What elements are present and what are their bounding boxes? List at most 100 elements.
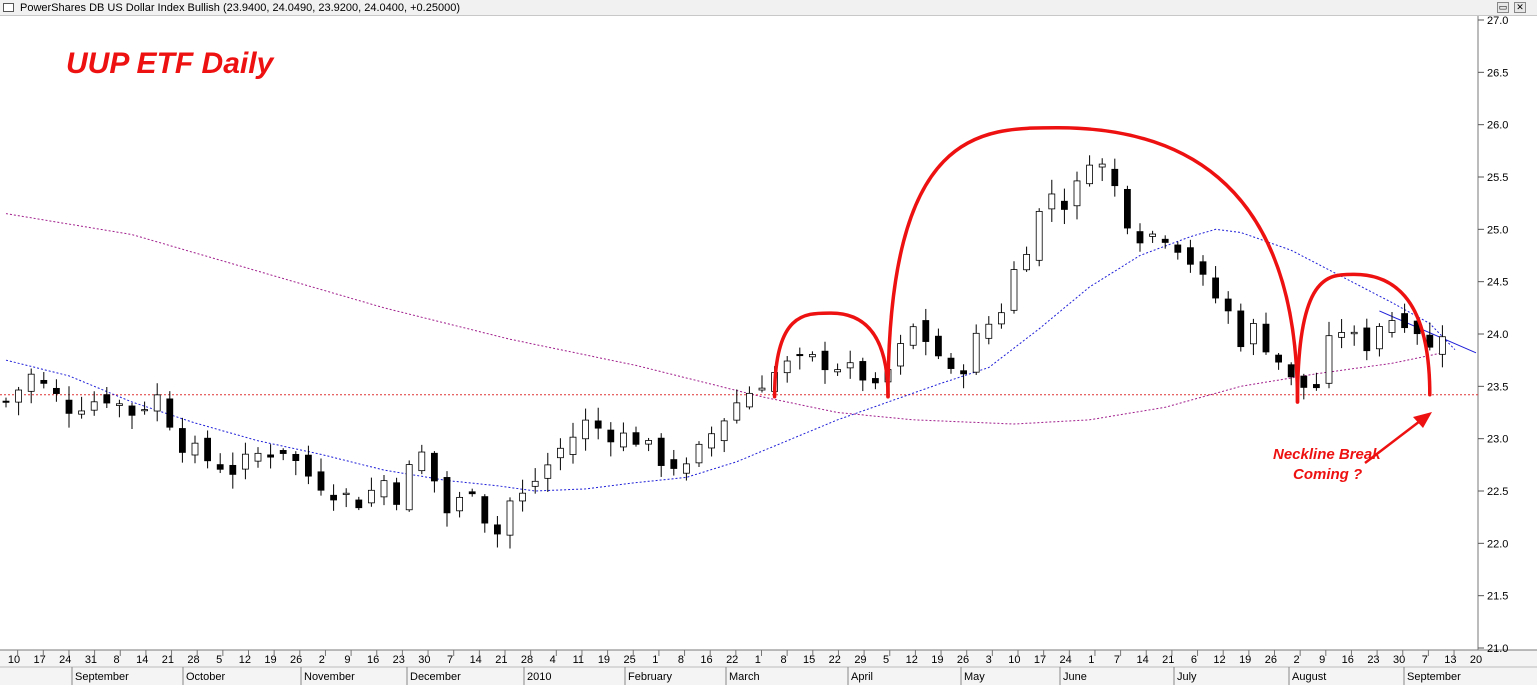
candle: [178, 417, 186, 463]
candle: [758, 375, 766, 393]
candle: [1426, 322, 1434, 351]
candle: [834, 363, 841, 376]
x-tick-label: 23: [393, 654, 405, 666]
candle: [1187, 239, 1194, 273]
candle: [380, 475, 388, 506]
x-tick-label: 1: [1088, 654, 1094, 666]
candle: [859, 357, 867, 392]
candle: [809, 351, 816, 362]
month-label: December: [410, 671, 461, 683]
candle: [292, 451, 300, 476]
candle: [632, 426, 640, 447]
month-label: April: [851, 671, 873, 683]
y-tick-label: 22.0: [1487, 538, 1508, 550]
candle: [267, 444, 275, 469]
candle: [191, 435, 199, 464]
candle: [922, 308, 930, 356]
x-tick-label: 16: [1342, 654, 1354, 666]
candle: [909, 323, 917, 350]
candle: [985, 316, 993, 345]
x-tick-label: 26: [957, 654, 969, 666]
chart-background: [0, 16, 1537, 685]
candle: [405, 460, 413, 512]
candle: [1098, 158, 1106, 182]
candle: [1174, 241, 1182, 260]
candle: [443, 471, 451, 527]
candle: [708, 426, 715, 457]
candle: [1376, 323, 1383, 357]
y-tick-label: 21.5: [1487, 591, 1508, 603]
candle: [304, 445, 312, 485]
candle: [53, 379, 60, 402]
x-tick-label: 5: [216, 654, 222, 666]
candle: [506, 497, 514, 549]
candle: [657, 433, 665, 477]
x-tick-label: 17: [1034, 654, 1046, 666]
candle: [720, 418, 728, 453]
candle: [456, 491, 464, 518]
x-tick-label: 12: [906, 654, 918, 666]
candle: [330, 484, 338, 511]
candle: [2, 397, 10, 408]
x-tick-label: 19: [264, 654, 276, 666]
month-label: February: [628, 671, 673, 683]
candle: [569, 422, 577, 464]
candle: [998, 303, 1005, 329]
candle: [1023, 246, 1030, 272]
restore-icon[interactable]: ▭: [1497, 2, 1509, 13]
arc-right-shoulder: [1295, 272, 1432, 404]
candle: [1338, 319, 1345, 349]
annotation-arrow-shaft: [1364, 417, 1425, 464]
candle: [1073, 171, 1081, 220]
candle: [103, 387, 111, 409]
moving-average-short: [5, 228, 1456, 492]
candle: [607, 422, 615, 457]
candle: [1124, 185, 1131, 235]
candle: [1161, 235, 1169, 249]
candle: [519, 479, 526, 512]
candle: [594, 407, 602, 440]
x-tick-label: 28: [187, 654, 199, 666]
window-icon[interactable]: [3, 3, 14, 12]
candle: [153, 383, 161, 422]
y-tick-label: 21.0: [1487, 643, 1508, 655]
candle: [746, 386, 753, 410]
candle: [254, 447, 262, 468]
month-label: May: [964, 671, 985, 683]
candle: [1224, 291, 1232, 324]
candle: [1439, 325, 1446, 368]
candle: [166, 391, 174, 431]
candle: [1149, 230, 1156, 243]
x-tick-label: 24: [1060, 654, 1072, 666]
x-tick-label: 14: [470, 654, 482, 666]
candle: [1300, 373, 1308, 400]
candle: [695, 441, 703, 467]
y-tick-label: 24.0: [1487, 329, 1508, 341]
x-tick-label: 31: [85, 654, 97, 666]
candle: [972, 324, 980, 375]
candle: [78, 396, 85, 419]
x-tick-label: 13: [1444, 654, 1456, 666]
x-tick-label: 24: [59, 654, 71, 666]
candle: [418, 444, 426, 475]
candle: [670, 449, 678, 476]
neckline-annotation-line1: Neckline Break: [1273, 446, 1381, 463]
candle: [544, 452, 552, 492]
x-tick-label: 28: [521, 654, 533, 666]
candle: [1111, 158, 1119, 197]
month-label: October: [186, 671, 225, 683]
close-icon[interactable]: ✕: [1514, 2, 1526, 13]
x-tick-label: 19: [598, 654, 610, 666]
x-tick-label: 30: [418, 654, 430, 666]
candle: [468, 488, 476, 497]
y-tick-label: 25.0: [1487, 224, 1508, 236]
x-tick-label: 14: [136, 654, 148, 666]
y-tick-label: 26.5: [1487, 67, 1508, 79]
candle: [1237, 303, 1245, 352]
month-label: November: [304, 671, 355, 683]
x-tick-label: 14: [1136, 654, 1148, 666]
candle: [783, 356, 791, 383]
candle: [1010, 261, 1018, 314]
candle: [1086, 155, 1093, 187]
candle: [141, 401, 149, 415]
